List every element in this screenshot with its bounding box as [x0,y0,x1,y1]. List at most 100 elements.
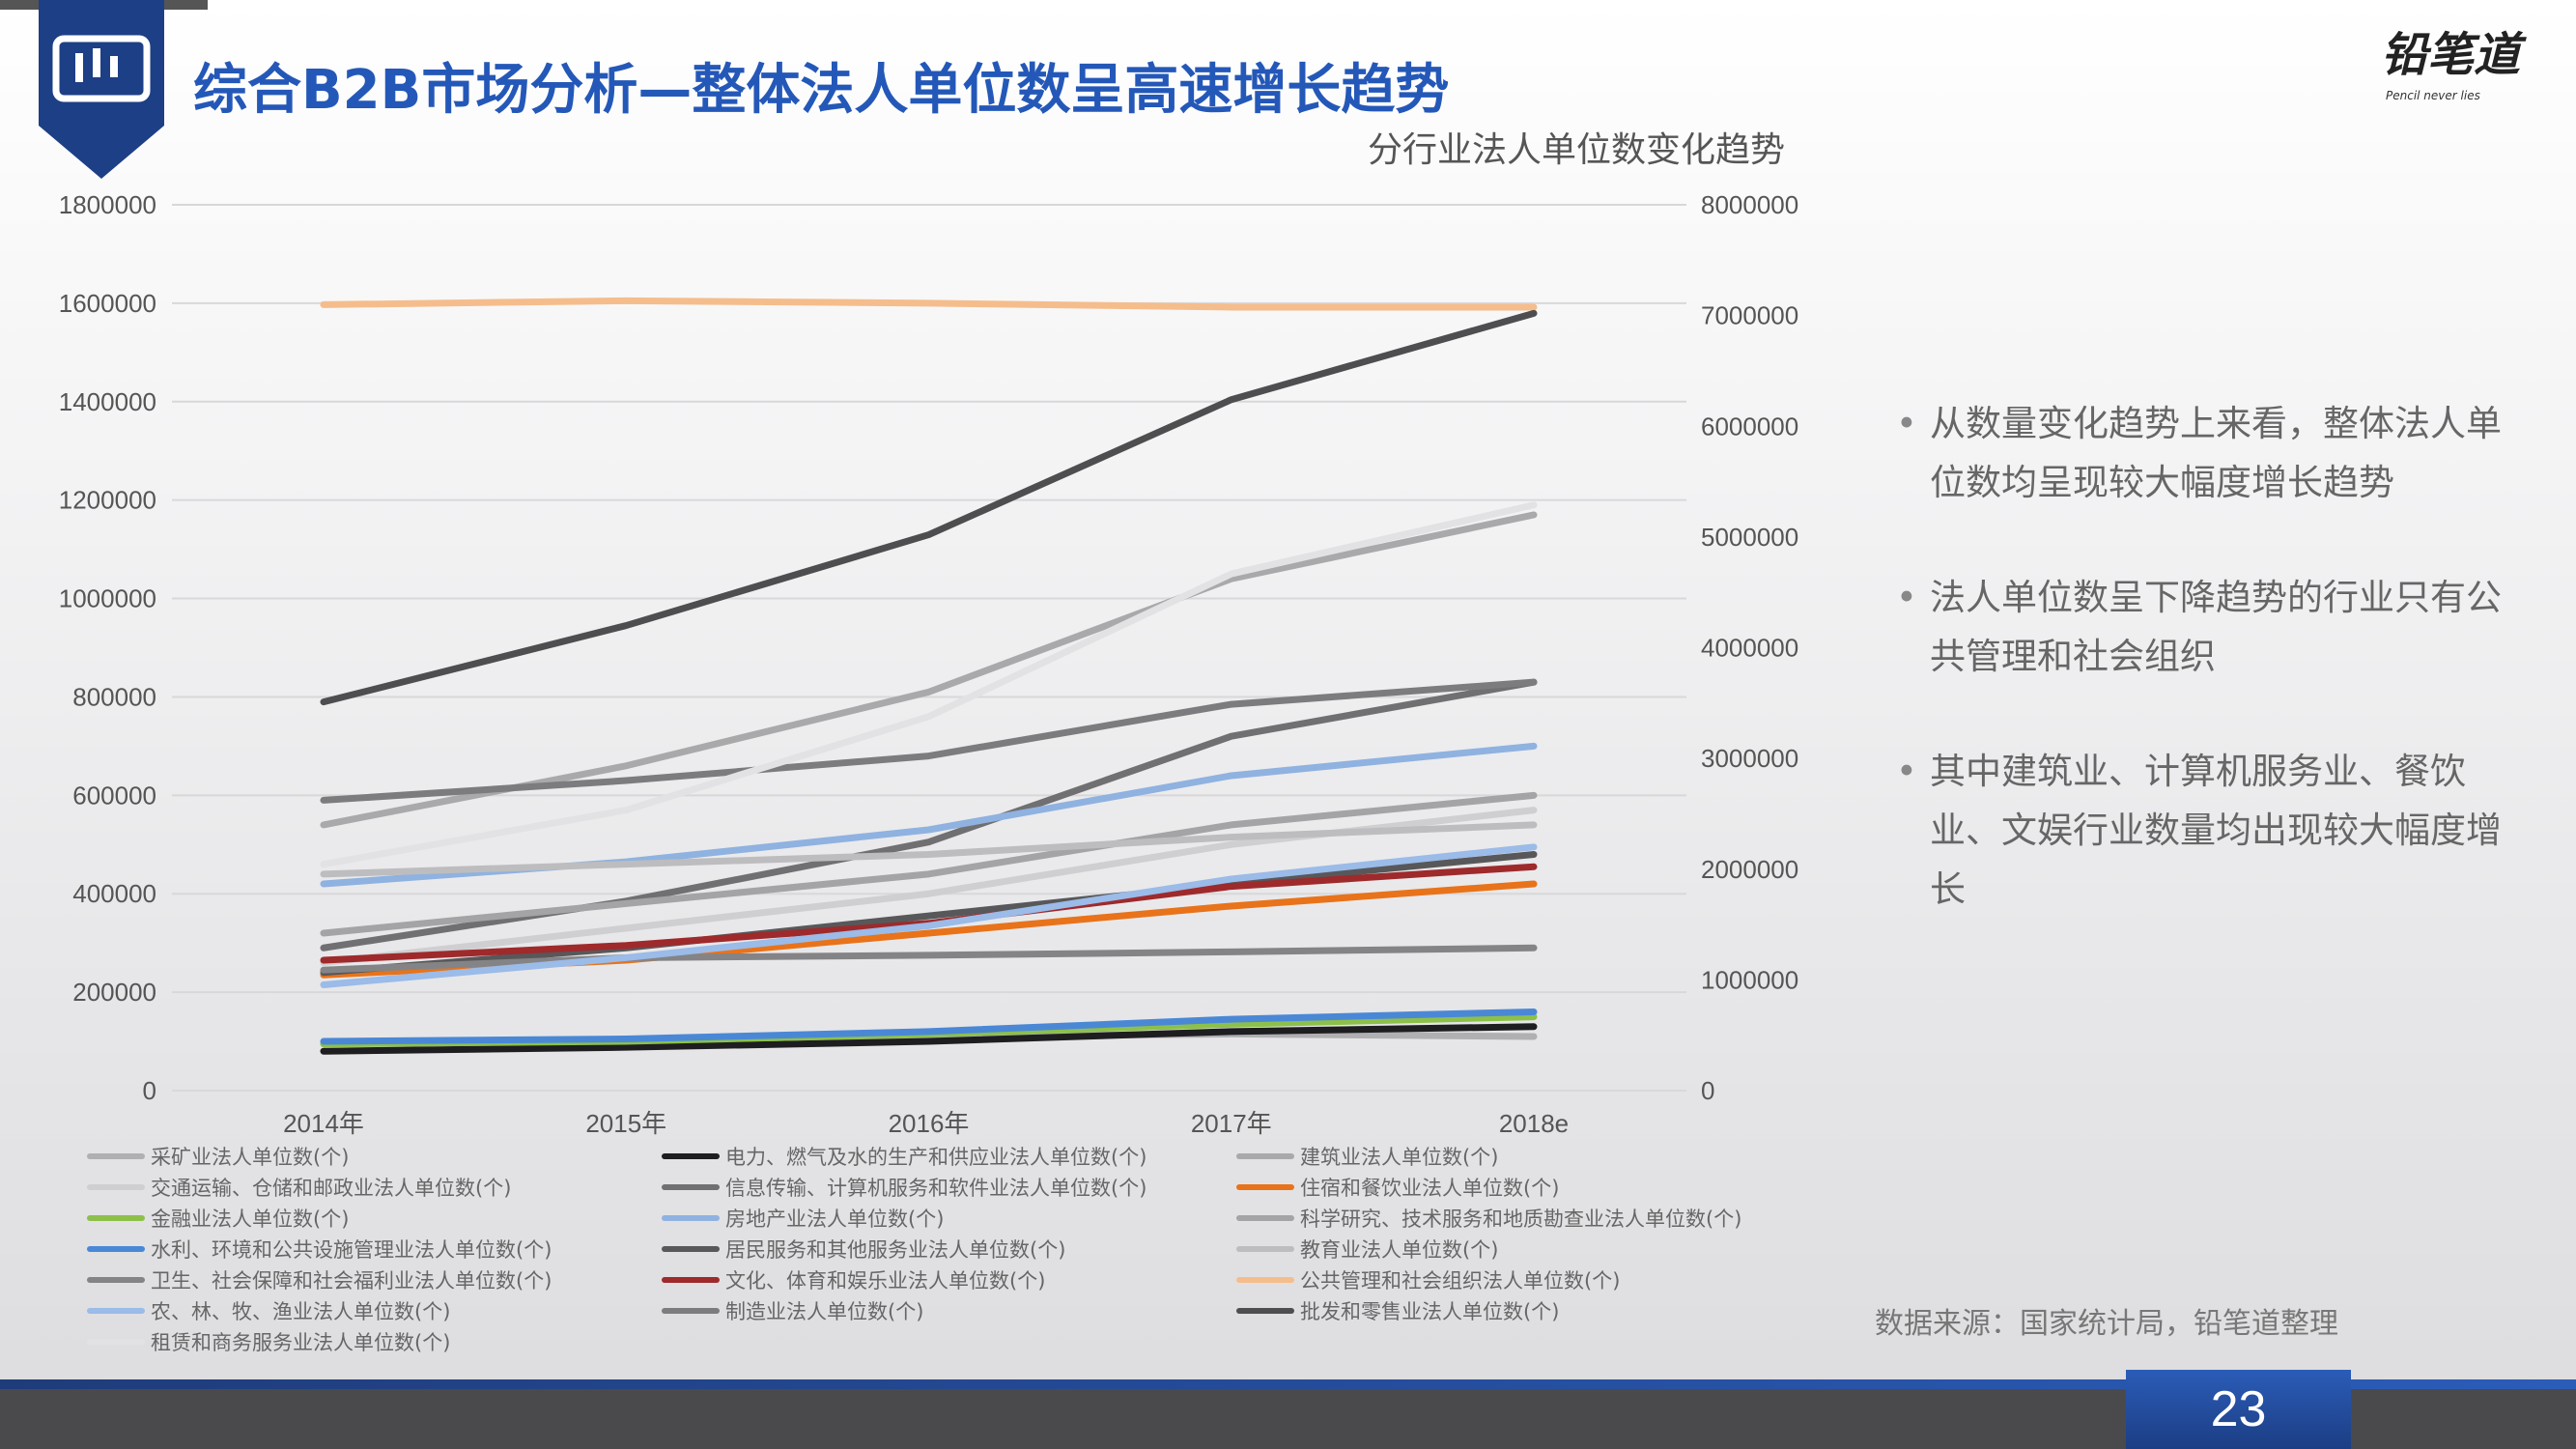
legend-item: 科学研究、技术服务和地质勘查业法人单位数(个) [1236,1205,1826,1232]
footer-accent-line [0,1379,2576,1389]
legend-swatch [87,1215,145,1221]
legend-item: 租赁和商务服务业法人单位数(个) [87,1328,662,1355]
legend-item: 电力、燃气及水的生产和供应业法人单位数(个) [662,1143,1236,1170]
bullet-item: • 法人单位数呈下降趋势的行业只有公共管理和社会组织 [1896,568,2524,686]
legend-label: 居民服务和其他服务业法人单位数(个) [725,1238,1066,1262]
legend-item: 文化、体育和娱乐业法人单位数(个) [662,1266,1236,1293]
brand-tagline: Pencil never lies [2386,89,2480,102]
y2-tick-label: 6000000 [1701,412,1798,440]
legend-item: 公共管理和社会组织法人单位数(个) [1236,1266,1826,1293]
legend-swatch [87,1339,145,1345]
line-chart: 0 200000 400000 600000 800000 1000000 1200000 1… [59,190,1798,1138]
data-source: 数据来源：国家统计局，铅笔道整理 [1875,1307,2338,1341]
legend-item: 交通运输、仓储和邮政业法人单位数(个) [87,1174,662,1201]
y2-tick-label: 0 [1701,1076,1714,1105]
series-line [320,678,1538,804]
series-line [320,297,1538,311]
y-tick-label: 1400000 [59,387,156,416]
series-line [320,1023,1538,1055]
legend-swatch [1236,1308,1294,1314]
legend-label: 卫生、社会保障和社会福利业法人单位数(个) [151,1269,552,1293]
x-tick-label: 2014年 [283,1109,364,1138]
x-tick-label: 2015年 [585,1109,666,1138]
page-title: 综合B2B市场分析—整体法人单位数呈高速增长趋势 [193,59,1450,122]
legend-swatch [87,1246,145,1252]
y2-tick-label: 1000000 [1701,965,1798,994]
legend-swatch [662,1246,720,1252]
legend-item: 采矿业法人单位数(个) [87,1143,662,1170]
series-line [320,944,1538,974]
legend-label: 科学研究、技术服务和地质勘查业法人单位数(个) [1300,1208,1742,1231]
legend-swatch [1236,1184,1294,1190]
series-line [320,501,1538,868]
y-tick-label: 1800000 [59,190,156,219]
y-tick-label: 800000 [72,682,156,711]
legend-item: 教育业法人单位数(个) [1236,1236,1826,1263]
legend-item: 批发和零售业法人单位数(个) [1236,1297,1826,1324]
y-tick-label: 1200000 [59,486,156,515]
y2-tick-label: 5000000 [1701,523,1798,552]
series-line [320,821,1538,878]
series-line [320,791,1538,937]
legend-item: 房地产业法人单位数(个) [662,1205,1236,1232]
legend-swatch [662,1308,720,1314]
x-tick-label: 2017年 [1191,1109,1272,1138]
chart-legend: 采矿业法人单位数(个) 电力、燃气及水的生产和供应业法人单位数(个) 建筑业法人单位… [87,1143,1826,1355]
series-line [320,850,1538,977]
legend-item: 居民服务和其他服务业法人单位数(个) [662,1236,1236,1263]
bullet-dot-icon: • [1896,577,1917,618]
legend-item: 水利、环境和公共设施管理业法人单位数(个) [87,1236,662,1263]
y2-tick-label: 8000000 [1701,190,1798,219]
legend-label: 水利、环境和公共设施管理业法人单位数(个) [151,1238,552,1262]
legend-swatch [662,1184,720,1190]
legend-swatch [1236,1153,1294,1159]
y-tick-label: 1600000 [59,289,156,318]
legend-label: 教育业法人单位数(个) [1300,1238,1499,1262]
legend-swatch [1236,1277,1294,1283]
legend-item: 金融业法人单位数(个) [87,1205,662,1232]
legend-item: 制造业法人单位数(个) [662,1297,1236,1324]
legend-label: 农、林、牧、渔业法人单位数(个) [151,1300,451,1323]
legend-swatch [1236,1215,1294,1221]
y2-tick-label: 3000000 [1701,744,1798,773]
x-tick-label: 2018e [1499,1109,1569,1138]
legend-label: 制造业法人单位数(个) [725,1300,924,1323]
bullet-dot-icon: • [1896,751,1917,792]
legend-label: 批发和零售业法人单位数(个) [1300,1300,1560,1323]
bullet-item: • 其中建筑业、计算机服务业、餐饮业、文娱行业数量均出现较大幅度增长 [1896,742,2524,919]
legend-swatch [87,1277,145,1283]
y-tick-label: 400000 [72,879,156,908]
series-line [320,309,1538,706]
chart-title: 分行业法人单位数变化趋势 [1368,130,1786,170]
legend-swatch [662,1215,720,1221]
y2-tick-label: 2000000 [1701,855,1798,884]
legend-label: 采矿业法人单位数(个) [151,1146,350,1169]
legend-label: 建筑业法人单位数(个) [1300,1146,1499,1169]
legend-label: 文化、体育和娱乐业法人单位数(个) [725,1269,1046,1293]
legend-label: 公共管理和社会组织法人单位数(个) [1300,1269,1621,1293]
bullet-item: • 从数量变化趋势上来看，整体法人单位数均呈现较大幅度增长趋势 [1896,394,2524,512]
logo-icon [39,0,164,179]
y-tick-label: 600000 [72,781,156,810]
legend-swatch [87,1184,145,1190]
legend-label: 电力、燃气及水的生产和供应业法人单位数(个) [725,1146,1147,1169]
legend-label: 交通运输、仓储和邮政业法人单位数(个) [151,1177,512,1200]
bullet-list: • 从数量变化趋势上来看，整体法人单位数均呈现较大幅度增长趋势 • 法人单位数呈下降… [1896,394,2524,975]
legend-item: 农、林、牧、渔业法人单位数(个) [87,1297,662,1324]
series-line [320,843,1538,988]
legend-swatch [662,1277,720,1283]
series-line [320,511,1538,829]
y2-tick-label: 7000000 [1701,301,1798,330]
brand-logo: 铅笔道 [2381,28,2521,82]
legend-label: 房地产业法人单位数(个) [725,1208,945,1231]
page-number: 23 [2126,1370,2351,1449]
series-line [320,1008,1538,1045]
legend-swatch [662,1153,720,1159]
bullet-dot-icon: • [1896,403,1917,444]
legend-swatch [87,1308,145,1314]
y-tick-label: 200000 [72,978,156,1007]
legend-swatch [87,1153,145,1159]
legend-item: 建筑业法人单位数(个) [1236,1143,1826,1170]
y2-tick-label: 4000000 [1701,634,1798,663]
legend-swatch [1236,1246,1294,1252]
